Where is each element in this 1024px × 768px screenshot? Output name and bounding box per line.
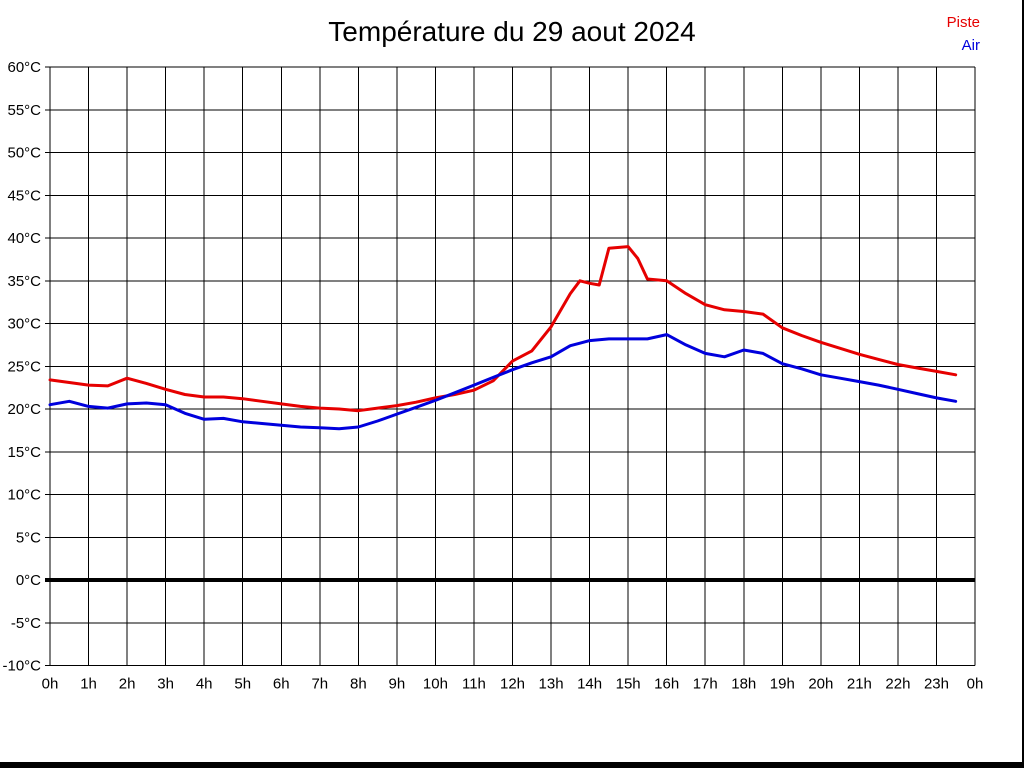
- x-tick-label: 3h: [157, 676, 174, 693]
- x-tick-label: 14h: [577, 676, 602, 693]
- y-tick-label: 60°C: [7, 59, 41, 76]
- y-tick-label: 15°C: [7, 444, 41, 461]
- x-tick-label: 22h: [885, 676, 910, 693]
- y-tick-label: 35°C: [7, 273, 41, 290]
- y-tick-label: 50°C: [7, 145, 41, 162]
- y-tick-label: -5°C: [11, 615, 41, 632]
- x-tick-label: 13h: [539, 676, 564, 693]
- x-tick-label: 17h: [693, 676, 718, 693]
- y-tick-label: 40°C: [7, 230, 41, 247]
- x-tick-label: 0h: [42, 676, 59, 693]
- window-bottom-border: [0, 762, 1024, 768]
- y-tick-label: 55°C: [7, 102, 41, 119]
- x-tick-label: 0h: [967, 676, 984, 693]
- x-tick-label: 7h: [311, 676, 328, 693]
- series-line-air: [48, 333, 958, 431]
- x-tick-label: 9h: [389, 676, 406, 693]
- x-tick-label: 5h: [234, 676, 251, 693]
- y-tick-label: 0°C: [16, 572, 41, 589]
- legend: Piste Air: [947, 11, 980, 57]
- x-tick-label: 15h: [616, 676, 641, 693]
- y-tick-label: -10°C: [2, 658, 41, 675]
- x-tick-label: 20h: [808, 676, 833, 693]
- x-tick-label: 1h: [80, 676, 97, 693]
- window-right-border: [1022, 0, 1024, 768]
- x-tick-label: 10h: [423, 676, 448, 693]
- x-tick-label: 16h: [654, 676, 679, 693]
- y-tick-label: 20°C: [7, 401, 41, 418]
- legend-item-air: Air: [961, 37, 980, 54]
- x-tick-label: 19h: [770, 676, 795, 693]
- x-tick-label: 23h: [924, 676, 949, 693]
- x-tick-label: 12h: [500, 676, 525, 693]
- x-tick-label: 8h: [350, 676, 367, 693]
- x-tick-label: 21h: [847, 676, 872, 693]
- y-axis-labels: -10°C -5°C 0°C 5°C 10°C 15°C 20°C 25°C 30°C 35°C 4…: [2, 59, 41, 675]
- x-tick-label: 2h: [119, 676, 136, 693]
- y-tick-label: 30°C: [7, 316, 41, 333]
- x-axis-labels: 0h 1h 2h 3h 4h 5h 6h 7h 8h 9h 10h 11h 12h 13h 14h 15h 16…: [42, 676, 984, 693]
- x-tick-label: 11h: [462, 676, 486, 693]
- series-lines: [48, 245, 958, 431]
- x-tick-label: 4h: [196, 676, 213, 693]
- grid-lines: [45, 66, 976, 666]
- y-tick-label: 10°C: [7, 487, 41, 504]
- y-tick-label: 5°C: [16, 529, 41, 546]
- x-tick-label: 18h: [731, 676, 756, 693]
- x-tick-label: 6h: [273, 676, 290, 693]
- legend-item-piste: Piste: [946, 14, 980, 31]
- series-line-piste: [48, 245, 958, 413]
- chart-title: Température du 29 aout 2024: [328, 16, 696, 47]
- y-tick-label: 25°C: [7, 358, 41, 375]
- y-tick-label: 45°C: [7, 187, 41, 204]
